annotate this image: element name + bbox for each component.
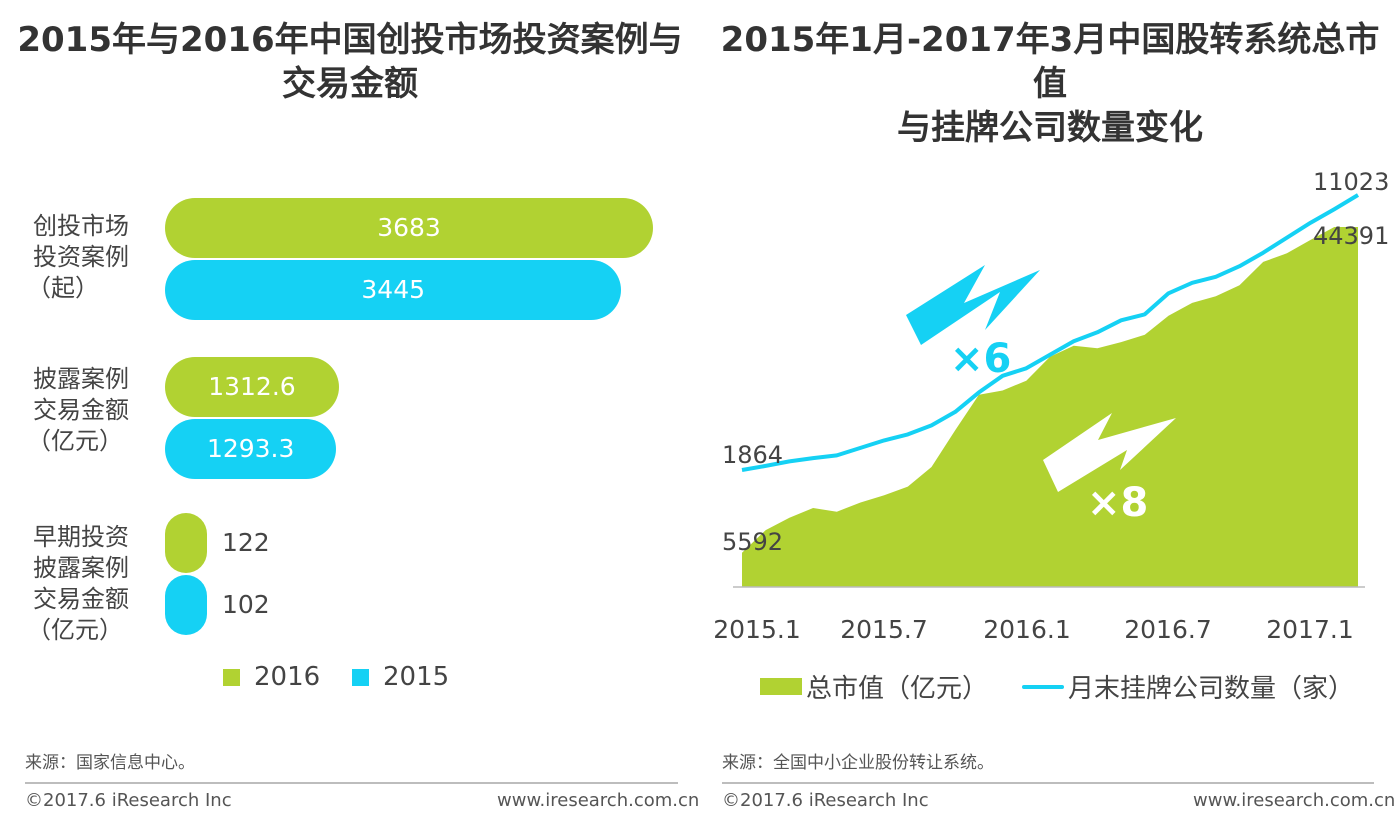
category-label-line: （亿元） (27, 616, 123, 644)
category-label-line: 交易金额 (33, 585, 129, 613)
right-chart-title: 2015年1月-2017年3月中国股转系统总市值 与挂牌公司数量变化 (705, 18, 1395, 150)
bar-2016-1 (165, 357, 339, 417)
category-label-line: 创投市场 (33, 212, 129, 240)
left-chart-title: 2015年与2016年中国创投市场投资案例与 交易金额 (15, 18, 685, 106)
legend-swatch-2015 (352, 668, 369, 686)
category-label-line: （亿元） (27, 427, 123, 455)
x-tick-label: 2016.7 (1124, 615, 1211, 644)
start-count-label: 1864 (722, 441, 783, 469)
category-label-2: 早期投资披露案例交易金额 （亿元） (27, 522, 129, 646)
left-source: 来源：国家信息中心。 (25, 753, 195, 773)
growth-arrow-value (1043, 413, 1176, 492)
market-value-area (742, 227, 1358, 587)
listed-companies-line (741, 193, 1360, 472)
category-label-line: 早期投资 (33, 523, 129, 551)
bar-value-label: 3445 (361, 275, 426, 304)
left-title-line2: 交易金额 (282, 64, 418, 104)
category-label-line: 投资案例 (33, 243, 129, 271)
legend-2016: 2016 (223, 662, 320, 692)
x-tick-label: 2016.1 (983, 615, 1070, 644)
left-footer-rule (25, 782, 678, 784)
legend-label-2016: 2016 (254, 662, 321, 692)
multiplier-count: ×6 (950, 336, 1011, 382)
x-tick-label: 2015.1 (713, 615, 800, 644)
legend-swatch-area (760, 678, 802, 695)
x-tick-label: 2015.7 (840, 615, 927, 644)
legend-swatch-2016 (223, 668, 240, 686)
bar-2016-0 (165, 198, 653, 258)
legend-swatch-line (1022, 684, 1064, 689)
bar-value-label: 122 (222, 528, 270, 557)
legend-area: 总市值（亿元） (760, 668, 988, 705)
bar-2016-2 (165, 513, 207, 573)
category-label-0: 创投市场投资案例 （起） (27, 211, 129, 304)
legend-label-2015: 2015 (383, 662, 450, 692)
legend-line: 月末挂牌公司数量（家） (1022, 668, 1354, 705)
category-label-line: （起） (27, 274, 99, 302)
legend-label-area: 总市值（亿元） (806, 674, 989, 704)
right-source: 来源：全国中小企业股份转让系统。 (722, 753, 994, 773)
right-website: www.iresearch.com.cn (1193, 790, 1396, 811)
x-tick-label: 2017.1 (1266, 615, 1353, 644)
multiplier-value: ×8 (1087, 480, 1148, 526)
bar-value-label: 3683 (377, 213, 441, 242)
legend-label-line: 月末挂牌公司数量（家） (1068, 674, 1355, 704)
end-count-label: 11023 (1313, 168, 1389, 196)
legend-2015: 2015 (352, 662, 449, 692)
bar-value-label: 1293.3 (206, 434, 295, 463)
left-website: www.iresearch.com.cn (497, 790, 700, 811)
bar-value-label: 102 (222, 590, 270, 619)
category-label-line: 披露案例 (33, 365, 129, 393)
bar-2015-2 (165, 575, 207, 635)
right-title-line2: 与挂牌公司数量变化 (897, 108, 1203, 148)
end-value-label: 44391 (1313, 222, 1389, 250)
category-label-line: 交易金额 (33, 396, 129, 424)
growth-arrow-count (906, 265, 1040, 345)
bar-2015-1 (165, 419, 337, 479)
right-footer-rule (722, 782, 1374, 784)
bar-value-label: 1312.6 (208, 372, 296, 401)
category-label-1: 披露案例交易金额 （亿元） (27, 364, 129, 457)
left-title-line1: 2015年与2016年中国创投市场投资案例与 (17, 20, 683, 60)
right-copyright: ©2017.6 iResearch Inc (722, 790, 929, 811)
left-copyright: ©2017.6 iResearch Inc (25, 790, 232, 811)
bar-2015-0 (165, 260, 622, 320)
start-value-label: 5592 (722, 528, 783, 556)
category-label-line: 披露案例 (33, 554, 129, 582)
right-title-line1: 2015年1月-2017年3月中国股转系统总市值 (720, 20, 1380, 104)
